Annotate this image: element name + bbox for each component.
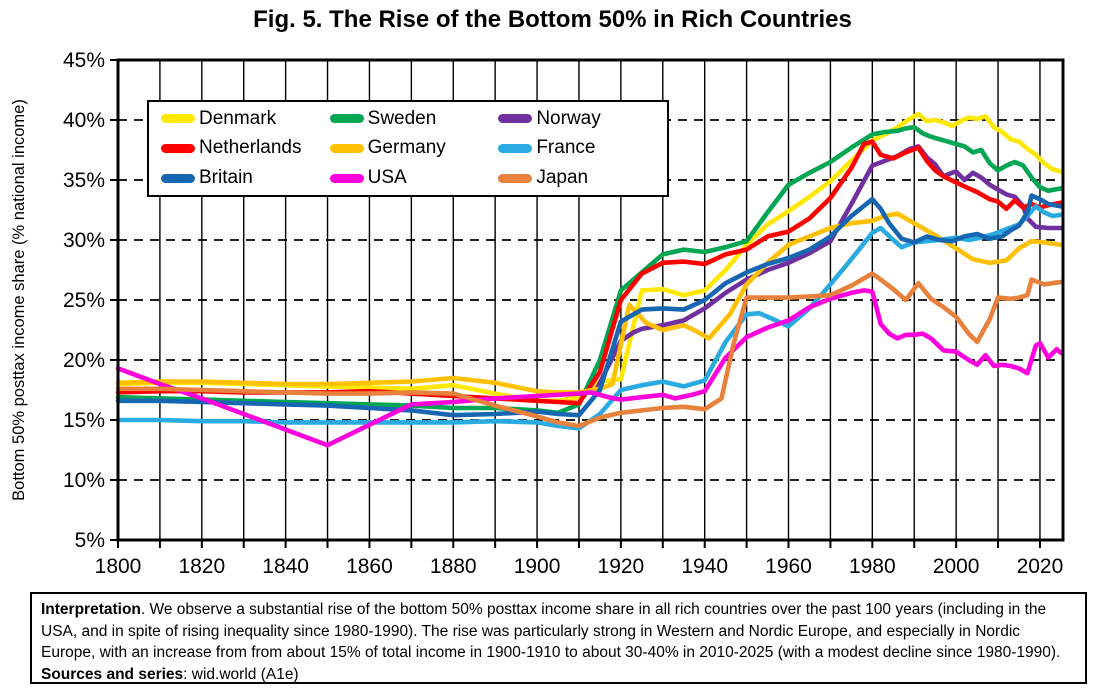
legend-swatch: [329, 173, 364, 183]
legend-label: Britain: [199, 167, 253, 189]
x-tick-label: 1880: [430, 555, 477, 578]
series-line-sweden: [115, 124, 1064, 416]
legend-label: Denmark: [199, 107, 277, 129]
footer-bold-text: Sources and series: [41, 665, 184, 683]
x-tick-label: 1900: [514, 555, 561, 578]
x-tick-label: 1820: [178, 555, 225, 578]
y-tick-label: 25%: [63, 289, 105, 312]
y-tick-label: 15%: [63, 409, 105, 432]
footer-text: . We observe a substantial rise of the b…: [41, 601, 1061, 661]
legend-swatch: [329, 114, 364, 124]
y-tick-label: 30%: [63, 229, 105, 252]
legend-swatch: [498, 173, 533, 183]
legend-label: Germany: [367, 137, 446, 159]
y-tick-label: 40%: [63, 109, 105, 132]
series-line-germany: [115, 211, 1064, 395]
x-tick-label: 1980: [849, 555, 896, 578]
interpretation-note: Interpretation. We observe a substantial…: [30, 592, 1087, 684]
legend-swatch: [498, 143, 533, 153]
y-tick-label: 20%: [63, 349, 105, 372]
chart-title: Fig. 5. The Rise of the Bottom 50% in Ri…: [253, 6, 852, 33]
x-tick-label: 1800: [95, 555, 142, 578]
x-tick-label: 1860: [346, 555, 393, 578]
x-tick-label: 1840: [262, 555, 309, 578]
legend-label: France: [536, 137, 596, 159]
legend-swatch: [161, 143, 195, 153]
x-tick-label: 2000: [933, 555, 980, 578]
legend-label: Japan: [536, 167, 589, 189]
x-tick-label: 1940: [681, 555, 728, 578]
y-tick-label: 35%: [63, 169, 105, 192]
series-line-france: [115, 204, 1064, 431]
legend-item-denmark: Denmark: [161, 108, 330, 130]
legend-item-france: France: [498, 137, 667, 159]
y-axis-title: Bottom 50% posttax income share (% natio…: [10, 99, 28, 501]
series-line-denmark: [115, 111, 1064, 404]
legend-label: Norway: [536, 107, 601, 129]
legend-item-sweden: Sweden: [329, 107, 499, 130]
legend-label: Sweden: [367, 107, 437, 129]
legend-swatch: [329, 143, 364, 153]
series-line-japan: [115, 271, 1064, 429]
legend-item-germany: Germany: [329, 137, 499, 159]
legend-item-norway: Norway: [498, 108, 667, 130]
legend-swatch: [161, 114, 195, 124]
legend-item-usa: USA: [329, 167, 499, 189]
legend-label: USA: [367, 167, 407, 189]
legend-item-britain: Britain: [161, 167, 330, 189]
legend-item-japan: Japan: [498, 167, 667, 189]
series-line-britain: [115, 193, 1064, 418]
series-line-usa: [115, 288, 1064, 448]
y-tick-label: 5%: [75, 529, 105, 552]
legend-item-netherlands: Netherlands: [161, 137, 330, 159]
y-tick-label: 10%: [63, 469, 105, 492]
x-tick-label: 1960: [765, 555, 812, 578]
legend-swatch: [161, 173, 195, 183]
x-tick-label: 2020: [1017, 555, 1064, 578]
legend-label: Netherlands: [199, 137, 302, 159]
chart-legend: Denmark Sweden Norway Netherlands Germany Fra…: [147, 100, 669, 197]
footer-text: : wid.world (A1e): [183, 665, 299, 683]
y-tick-label: 45%: [63, 49, 105, 72]
legend-swatch: [498, 114, 533, 124]
footer-bold-text: Interpretation: [41, 601, 141, 618]
x-tick-label: 1920: [598, 555, 645, 578]
